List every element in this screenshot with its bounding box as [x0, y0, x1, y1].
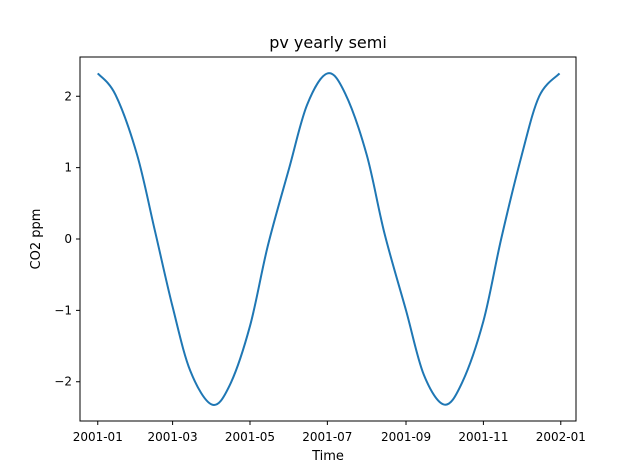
- y-tick-label: −1: [54, 303, 72, 317]
- y-axis-ticks: −2 −1 0 1 2: [54, 89, 80, 389]
- x-tick-label: 2001-07: [302, 430, 352, 444]
- x-tick-label: 2001-05: [225, 430, 275, 444]
- x-tick-label: 2001-11: [458, 430, 508, 444]
- y-tick-label: 2: [64, 89, 72, 103]
- x-tick-label: 2001-09: [381, 430, 431, 444]
- x-tick-label: 2001-01: [73, 430, 123, 444]
- x-tick-label: 2001-03: [148, 430, 198, 444]
- x-tick-label: 2002-01: [536, 430, 586, 444]
- y-tick-label: 1: [64, 161, 72, 175]
- plot-frame: [79, 56, 577, 422]
- series-line: [96, 72, 561, 406]
- chart-title: pv yearly semi: [269, 33, 387, 52]
- x-axis-ticks: 2001-01 2001-03 2001-05 2001-07 2001-09 2001-…: [73, 421, 586, 444]
- x-axis-label: Time: [311, 449, 344, 464]
- y-tick-label: 0: [64, 232, 72, 246]
- y-axis-label: CO2 ppm: [29, 209, 44, 270]
- series-layer: [96, 72, 561, 406]
- y-tick-label: −2: [54, 375, 72, 389]
